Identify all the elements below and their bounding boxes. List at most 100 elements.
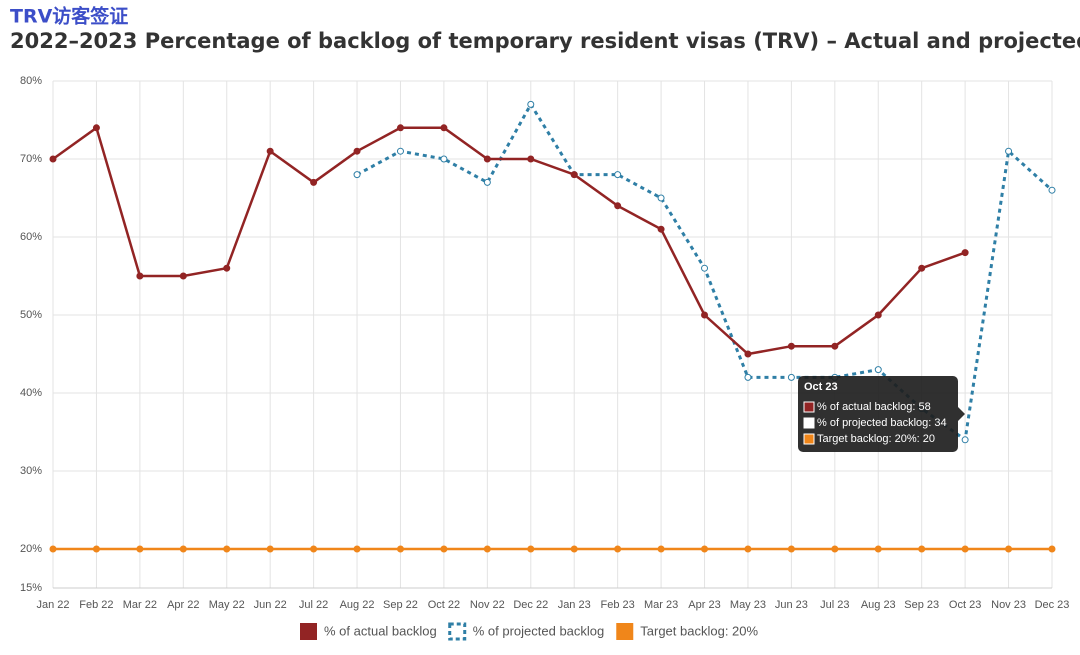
data-point — [1048, 545, 1056, 553]
data-point — [570, 545, 578, 553]
y-tick-label: 20% — [20, 543, 42, 555]
x-tick-label: Aug 23 — [861, 599, 896, 611]
data-point — [92, 124, 100, 132]
tooltip-swatch — [803, 417, 815, 429]
tooltip-swatch — [803, 401, 815, 413]
tooltip-caret — [958, 407, 965, 421]
data-point — [744, 373, 752, 381]
x-tick-label: Jul 23 — [820, 599, 849, 611]
data-point — [396, 545, 404, 553]
legend-label: % of projected backlog — [473, 623, 605, 638]
data-point — [527, 100, 535, 108]
data-point — [918, 545, 926, 553]
data-point — [92, 545, 100, 553]
x-tick-label: Feb 22 — [79, 599, 113, 611]
x-tick-label: Oct 23 — [949, 599, 981, 611]
y-tick-label: 80% — [20, 75, 42, 87]
series-line — [52, 125, 966, 356]
data-point — [223, 264, 231, 272]
tooltip-line: % of actual backlog: 58 — [817, 401, 931, 413]
legend-label: Target backlog: 20% — [640, 623, 758, 638]
data-point — [179, 545, 187, 553]
legend-item: % of projected backlog — [448, 622, 605, 641]
x-tick-label: Jul 22 — [299, 599, 328, 611]
data-point — [744, 545, 752, 553]
data-point — [787, 373, 795, 381]
data-point — [874, 366, 882, 374]
tooltip-line: Target backlog: 20%: 20 — [817, 433, 935, 445]
x-tick-label: Dec 23 — [1035, 599, 1070, 611]
data-point — [440, 545, 448, 553]
data-point — [701, 545, 709, 553]
data-point — [223, 545, 231, 553]
data-point — [961, 249, 969, 257]
data-point — [657, 225, 665, 233]
x-tick-label: Jan 22 — [36, 599, 69, 611]
data-point — [1005, 147, 1013, 155]
x-tick-label: Sep 23 — [904, 599, 939, 611]
x-tick-label: May 23 — [730, 599, 766, 611]
data-point — [353, 171, 361, 179]
x-tick-label: Apr 23 — [688, 599, 720, 611]
data-point — [701, 311, 709, 319]
data-point — [1005, 545, 1013, 553]
data-point — [831, 342, 839, 350]
data-point — [353, 545, 361, 553]
data-point — [614, 545, 622, 553]
x-tick-label: Nov 22 — [470, 599, 505, 611]
data-point — [136, 272, 144, 280]
y-tick-label: 40% — [20, 387, 42, 399]
x-tick-label: Mar 22 — [123, 599, 157, 611]
data-point — [874, 545, 882, 553]
data-point — [353, 147, 361, 155]
legend-item: % of actual backlog — [300, 623, 437, 640]
data-point — [874, 311, 882, 319]
x-tick-label: Sep 22 — [383, 599, 418, 611]
data-point — [310, 178, 318, 186]
y-tick-label: 70% — [20, 153, 42, 165]
data-point — [310, 545, 318, 553]
data-point — [49, 545, 57, 553]
data-point — [396, 147, 404, 155]
x-tick-label: Aug 22 — [340, 599, 375, 611]
data-point — [701, 264, 709, 272]
y-tick-label: 60% — [20, 231, 42, 243]
legend-swatch — [448, 622, 467, 641]
data-point — [136, 545, 144, 553]
tooltip: Oct 23 % of actual backlog: 58 % of projec… — [798, 376, 965, 452]
tooltip-line: % of projected backlog: 34 — [817, 417, 947, 429]
data-point — [614, 171, 622, 179]
data-point — [831, 545, 839, 553]
data-point — [1048, 186, 1056, 194]
x-tick-label: Jun 22 — [254, 599, 287, 611]
tooltip-box — [798, 376, 958, 452]
legend-label: % of actual backlog — [324, 623, 437, 638]
data-point — [266, 147, 274, 155]
data-point — [527, 545, 535, 553]
data-point — [614, 202, 622, 210]
data-point — [483, 545, 491, 553]
y-tick-label: 15% — [20, 582, 42, 594]
data-point — [961, 545, 969, 553]
data-point — [744, 350, 752, 358]
x-tick-label: Feb 23 — [601, 599, 635, 611]
tooltip-title: Oct 23 — [804, 381, 838, 393]
data-point — [483, 155, 491, 163]
data-point — [918, 264, 926, 272]
data-point — [440, 155, 448, 163]
data-point — [787, 545, 795, 553]
legend-swatch — [300, 623, 317, 640]
data-point — [483, 178, 491, 186]
data-point — [179, 272, 187, 280]
x-tick-label: Apr 22 — [167, 599, 199, 611]
x-tick-label: Jan 23 — [558, 599, 591, 611]
data-point — [657, 194, 665, 202]
tooltip-swatch — [803, 433, 815, 445]
x-tick-label: Dec 22 — [513, 599, 548, 611]
data-point — [657, 545, 665, 553]
x-tick-label: Mar 23 — [644, 599, 678, 611]
data-point — [961, 436, 969, 444]
data-point — [266, 545, 274, 553]
data-point — [527, 155, 535, 163]
